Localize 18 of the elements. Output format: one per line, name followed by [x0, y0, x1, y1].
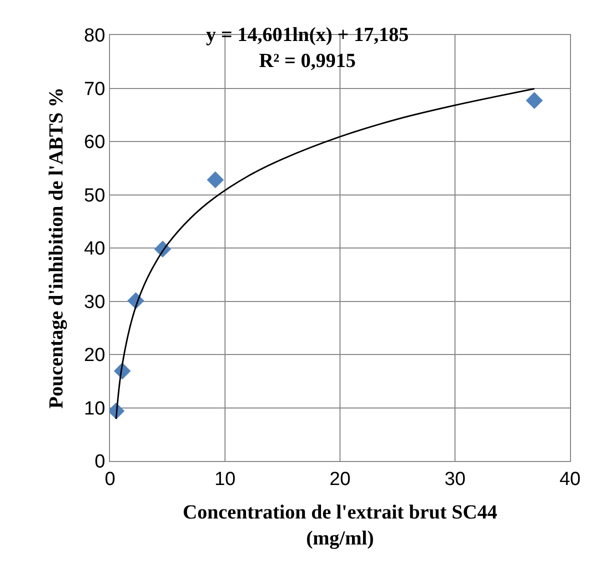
y-tick-label: 60 [84, 132, 106, 154]
x-tick-label: 10 [214, 468, 236, 490]
annotation: y = 14,601ln(x) + 17,185 R² = 0,9915 [206, 24, 409, 72]
x-tick-label: 30 [444, 468, 466, 490]
x-tick-label: 20 [329, 468, 351, 490]
y-tick-label: 80 [84, 26, 106, 47]
point [526, 92, 543, 109]
y-tick-label: 0 [94, 452, 106, 473]
x-axis-title: Concentration de l'extrait brut SC44 (mg/ml) [182, 501, 498, 550]
y-tick-label: 40 [84, 238, 106, 260]
y-tick-label: 10 [84, 398, 106, 420]
y-tick-label: 30 [84, 292, 106, 313]
y-tick-label: 50 [84, 185, 106, 206]
y-tick-label: 20 [84, 345, 106, 366]
x-tick-label: 40 [559, 468, 581, 490]
y-tick-label: 70 [84, 78, 106, 100]
y-axis-title: Poucentage d'inhibition de l'ABTS % [46, 87, 68, 409]
point [206, 171, 224, 188]
